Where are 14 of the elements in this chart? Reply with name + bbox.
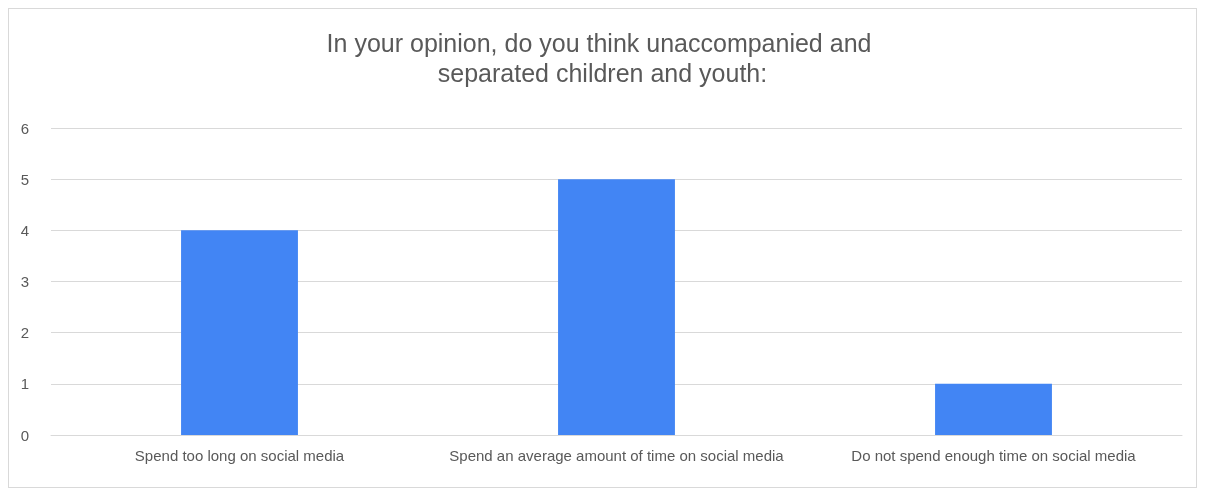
y-tick-label: 0 xyxy=(20,426,29,444)
y-tick-label: 4 xyxy=(20,221,29,239)
y-tick-label: 6 xyxy=(20,119,29,137)
bar xyxy=(558,179,675,435)
y-tick-label: 2 xyxy=(20,324,29,342)
x-tick-label: Spend too long on social media xyxy=(134,446,345,464)
y-tick-label: 3 xyxy=(20,273,29,290)
chart-title: In your opinion, do you think unaccompanied and separated children and youth: xyxy=(326,29,879,87)
bar xyxy=(935,383,1052,435)
x-tick-label: Do not spend enough time on social media xyxy=(851,446,1137,464)
y-tick-label: 1 xyxy=(20,375,29,393)
y-tick-label: 5 xyxy=(20,170,29,188)
x-tick-label: Spend an average amount of time on social media xyxy=(449,446,785,464)
bar xyxy=(181,230,298,435)
